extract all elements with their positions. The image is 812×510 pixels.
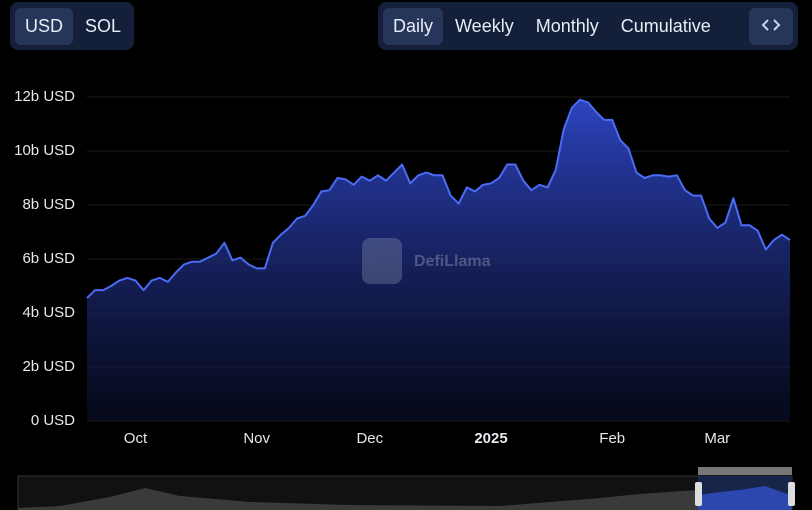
y-tick-label: 4b USD — [22, 304, 75, 321]
x-tick-label: Mar — [704, 430, 730, 447]
brush-handle[interactable] — [695, 482, 702, 506]
brush-selection-area — [698, 486, 792, 510]
area — [87, 99, 790, 421]
brush-bar[interactable] — [698, 467, 792, 475]
period-button[interactable]: Monthly — [535, 15, 599, 36]
period-button[interactable]: Cumulative — [620, 15, 711, 36]
y-tick-label: 0 USD — [31, 412, 75, 429]
plot — [86, 98, 791, 421]
period-button[interactable]: Weekly — [455, 15, 514, 36]
x-tick-label: Nov — [243, 430, 270, 447]
embed-button[interactable] — [749, 7, 793, 45]
x-tick-label: 2025 — [474, 430, 507, 447]
embed-icon — [761, 18, 781, 31]
line — [86, 98, 791, 299]
period-button[interactable]: Daily — [383, 7, 444, 45]
brush-handle[interactable] — [788, 482, 795, 506]
brush[interactable] — [17, 467, 795, 510]
currency-button[interactable]: SOL — [85, 15, 122, 36]
x-tick-label: Oct — [124, 430, 148, 447]
y-tick-label: 12b USD — [14, 88, 75, 105]
y-tick-label: 8b USD — [22, 196, 75, 213]
x-tick-label: Feb — [599, 430, 625, 447]
currency-toggle: USD SOL — [10, 2, 134, 50]
brush-overview — [18, 488, 698, 510]
y-tick-label: 10b USD — [14, 142, 75, 159]
currency-button[interactable]: USD — [15, 7, 74, 45]
x-tick-label: Dec — [356, 430, 383, 447]
watermark-text: DefiLlama — [414, 253, 491, 270]
y-tick-label: 6b USD — [22, 250, 75, 267]
y-tick-label: 2b USD — [22, 358, 75, 375]
watermark: DefiLlama — [362, 238, 491, 284]
period-toggle: Daily Weekly Monthly Cumulative — [378, 2, 798, 50]
